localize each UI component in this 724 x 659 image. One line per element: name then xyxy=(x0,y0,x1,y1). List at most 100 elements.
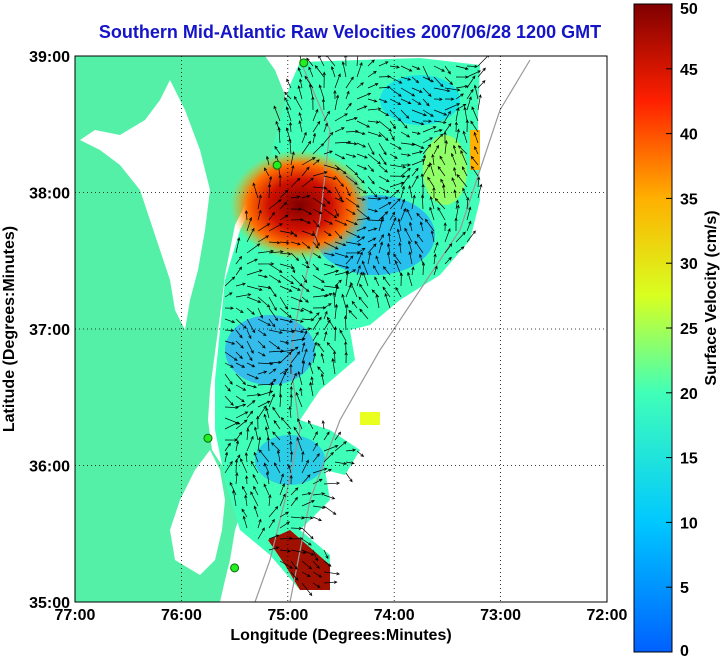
velocity-arrow xyxy=(246,329,252,340)
velocity-arrow xyxy=(323,175,337,180)
velocity-arrow xyxy=(356,450,365,458)
velocity-arrow xyxy=(290,346,299,353)
velocity-arrow xyxy=(416,212,424,221)
velocity-arrow xyxy=(301,274,308,284)
velocity-arrow xyxy=(268,393,275,408)
velocity-arrow xyxy=(348,309,358,320)
velocity-arrow xyxy=(466,70,482,78)
velocity-arrow xyxy=(323,293,333,298)
velocity-arrow xyxy=(268,505,279,518)
velocity-arrow xyxy=(290,177,301,188)
map-title: Southern Mid-Atlantic Raw Velocities 200… xyxy=(98,22,602,42)
x-tick-labels: 77:00 76:00 75:00 74:00 73:00 72:00 xyxy=(55,607,628,624)
velocity-arrow xyxy=(367,164,375,173)
velocity-arrow xyxy=(389,174,406,178)
velocity-arrow xyxy=(278,393,283,408)
velocity-arrow xyxy=(257,436,262,452)
velocity-arrow xyxy=(345,175,358,185)
velocity-arrow xyxy=(279,368,289,375)
velocity-arrow xyxy=(290,560,298,570)
velocity-arrow xyxy=(290,241,301,246)
velocity-arrow xyxy=(246,400,256,408)
velocity-arrow xyxy=(301,527,314,540)
velocity-arrow xyxy=(400,131,411,138)
velocity-arrow xyxy=(224,328,235,333)
velocity-arrow xyxy=(290,296,303,303)
velocity-arrow xyxy=(367,83,379,89)
velocity-arrow xyxy=(224,276,236,287)
velocity-arrow xyxy=(473,84,479,100)
velocity-arrow xyxy=(301,318,315,322)
velocity-arrow xyxy=(367,142,375,156)
velocity-arrow xyxy=(308,419,314,430)
velocity-arrow xyxy=(389,120,397,130)
velocity-arrow xyxy=(250,460,259,474)
velocity-arrow xyxy=(422,87,432,97)
velocity-arrow xyxy=(241,485,248,496)
velocity-arrow xyxy=(367,237,377,243)
velocity-arrow xyxy=(334,279,342,287)
velocity-arrow xyxy=(224,362,234,368)
velocity-arrow xyxy=(344,340,348,353)
velocity-arrow xyxy=(301,157,316,166)
velocity-arrow xyxy=(334,241,347,247)
velocity-arrow xyxy=(345,117,358,122)
velocity-arrow xyxy=(367,208,379,213)
gridlines xyxy=(75,56,607,602)
velocity-arrow xyxy=(235,373,247,386)
velocity-arrow xyxy=(301,342,306,353)
velocity-arrow xyxy=(375,255,380,265)
velocity-arrow xyxy=(456,174,468,188)
velocity-arrow xyxy=(424,218,435,232)
velocity-arrow xyxy=(345,219,358,226)
velocity-arrow xyxy=(444,103,461,111)
velocity-arrow xyxy=(345,303,349,320)
velocity-arrow xyxy=(466,64,479,69)
velocity-arrow xyxy=(323,230,332,237)
velocity-arrow xyxy=(332,291,336,309)
velocity-arrow xyxy=(224,395,234,406)
colorbar-tick-label: 5 xyxy=(680,580,689,597)
velocity-arrow xyxy=(241,508,248,518)
velocity-arrow xyxy=(308,83,314,100)
velocity-arrow xyxy=(235,266,243,276)
velocity-arrow xyxy=(267,183,272,199)
velocity-arrow xyxy=(244,452,248,463)
isobath-line xyxy=(254,59,331,602)
velocity-arrow xyxy=(378,202,392,210)
velocity-arrow xyxy=(301,348,308,364)
velocity-arrow xyxy=(367,70,377,78)
y-tick-label: 36:00 xyxy=(29,459,70,476)
velocity-arrow xyxy=(411,142,425,149)
velocity-arrow xyxy=(312,352,317,364)
velocity-arrow xyxy=(290,207,303,211)
velocity-arrow xyxy=(257,351,266,357)
velocity-arrow xyxy=(404,227,413,243)
velocity-arrow xyxy=(444,87,461,92)
velocity-arrow xyxy=(312,132,317,144)
velocity-arrow xyxy=(356,120,371,128)
velocity-arrow xyxy=(272,431,281,441)
velocity-arrow xyxy=(422,154,427,166)
velocity-arrow xyxy=(253,505,259,518)
velocity-arrow xyxy=(378,74,392,79)
velocity-arrow xyxy=(322,71,326,89)
velocity-arrow xyxy=(323,110,330,122)
velocity-arrow xyxy=(298,120,303,133)
velocity-arrow xyxy=(323,186,332,194)
velocity-arrow xyxy=(453,166,457,177)
velocity-arrow xyxy=(246,373,259,380)
colorbar-tick-label: 0 xyxy=(680,643,689,659)
velocity-arrow xyxy=(419,221,424,232)
velocity-arrow xyxy=(312,582,321,588)
velocity-arrow xyxy=(301,538,312,546)
pamlico-sound xyxy=(170,450,225,575)
velocity-arrow xyxy=(378,120,392,132)
velocity-arrow xyxy=(297,370,303,386)
velocity-arrow xyxy=(257,223,271,232)
velocity-arrow xyxy=(374,276,380,287)
velocity-arrow xyxy=(350,281,358,298)
velocity-arrow xyxy=(268,340,281,350)
velocity-arrow xyxy=(386,251,391,265)
